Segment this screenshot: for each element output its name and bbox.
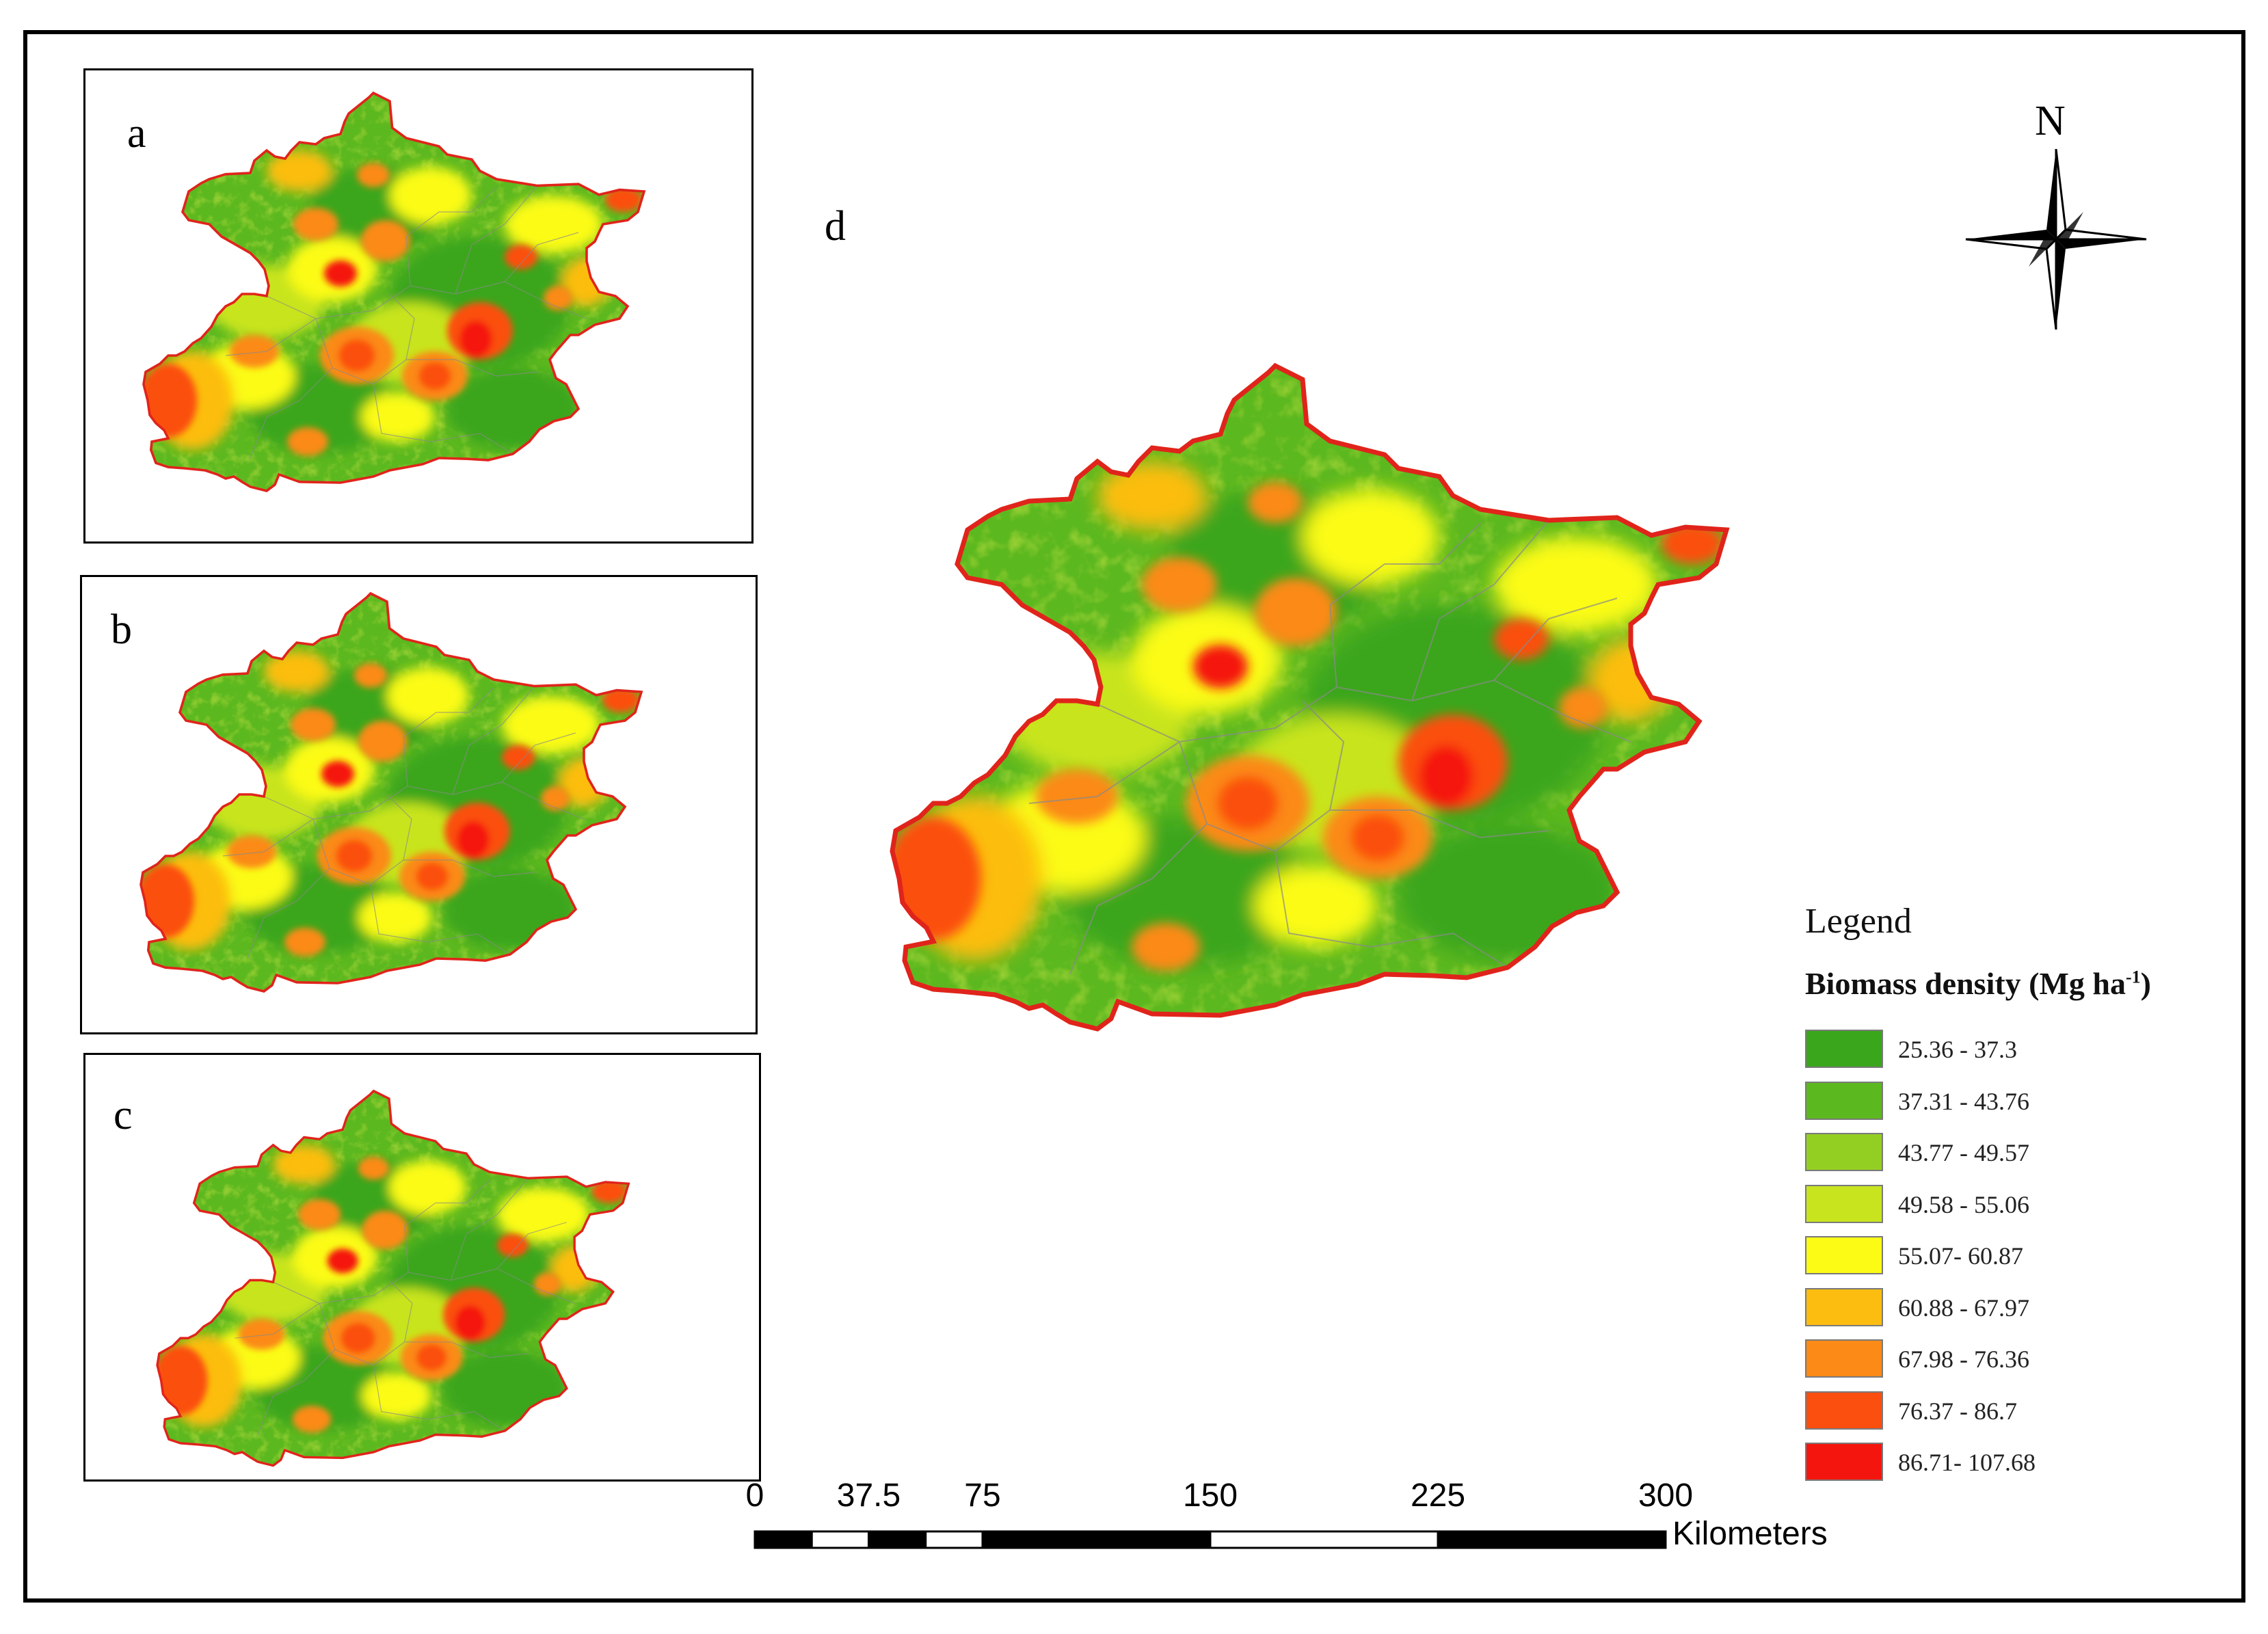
north-arrow-compass-icon [1965,148,2147,330]
legend-title: Legend [1805,902,1912,941]
legend-unit-prefix: (Mg ha [2029,966,2126,1001]
scale-segment [981,1530,1212,1549]
legend-variable: Biomass density [1805,966,2021,1001]
legend-label: 60.88 - 67.97 [1898,1294,2029,1322]
legend-swatch [1805,1339,1883,1378]
legend-label: 76.37 - 86.7 [1898,1397,2017,1425]
scale-segment [924,1530,984,1549]
scale-segment [1209,1530,1439,1549]
legend-swatch [1805,1184,1883,1223]
map-panel-c [156,1089,630,1467]
legend-swatch [1805,1236,1883,1274]
legend-swatch [1805,1133,1883,1171]
map-panel-d [879,345,1740,1056]
figure-frame [23,30,2245,1603]
legend-unit-exponent: -1 [2126,967,2141,987]
legend-swatch [1805,1443,1883,1481]
legend-label: 37.31 - 43.76 [1898,1087,2029,1115]
legend-label: 55.07- 60.87 [1898,1242,2023,1270]
scale-segment [868,1530,927,1549]
scale-tick-label: 75 [964,1477,1001,1514]
scale-segment [810,1530,870,1549]
map-panel-a [142,92,645,492]
scale-tick-label: 225 [1410,1477,1466,1514]
map-panel-b [139,592,643,993]
legend-unit-suffix: ) [2140,966,2151,1001]
scale-segment [1437,1530,1667,1549]
legend-label: 49.58 - 55.06 [1898,1190,2029,1218]
scale-bar [753,1530,1667,1549]
panel-a-label: a [127,110,146,157]
legend-swatch [1805,1030,1883,1068]
legend-label: 25.36 - 37.3 [1898,1036,2017,1063]
scale-segment [753,1530,813,1549]
north-label: N [2035,98,2066,144]
legend-swatch [1805,1081,1883,1120]
legend-swatch [1805,1287,1883,1326]
scale-tick-label: 37.5 [836,1477,901,1514]
legend-label: 86.71- 107.68 [1898,1449,2036,1476]
scale-tick-label: 0 [745,1477,764,1514]
legend-swatch [1805,1391,1883,1430]
scale-tick-label: 300 [1638,1477,1694,1514]
legend-label: 43.77 - 49.57 [1898,1139,2029,1166]
panel-b-label: b [111,606,132,653]
legend-variable-title: Biomass density (Mg ha-1) [1805,965,2151,1002]
scale-unit-label: Kilometers [1672,1516,1828,1552]
panel-d-label: d [825,203,846,250]
legend-label: 67.98 - 76.36 [1898,1345,2029,1373]
panel-c-label: c [114,1092,133,1138]
scale-tick-label: 150 [1182,1477,1238,1514]
